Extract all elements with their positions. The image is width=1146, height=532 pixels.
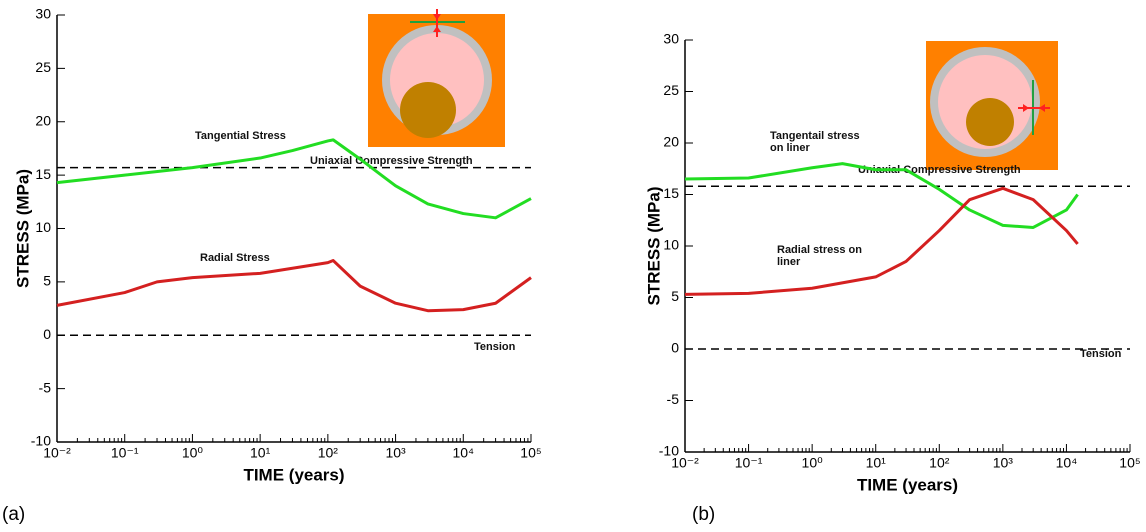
x-tick-label: 10¹ xyxy=(250,445,271,461)
y-tick-label: 20 xyxy=(663,134,679,150)
series-label-box: Radial Stress xyxy=(200,252,270,264)
x-axis-title: TIME (years) xyxy=(243,465,344,484)
y-tick-label: 25 xyxy=(663,82,679,98)
x-tick-label: 10⁻¹ xyxy=(111,445,139,461)
y-axis-title: STRESS (MPa) xyxy=(644,186,663,305)
x-tick-label: 10⁰ xyxy=(182,445,204,461)
x-tick-label: 10⁵ xyxy=(1119,455,1140,471)
series-label: Radial Stress xyxy=(200,252,270,264)
reference-label: Tension xyxy=(1080,348,1122,360)
inset-diagram xyxy=(926,41,1058,170)
y-axis-title: STRESS (MPa) xyxy=(13,169,32,288)
y-tick-label: 20 xyxy=(35,112,51,128)
y-tick-label: -5 xyxy=(39,379,52,395)
series-label-box: Tangentail stress on liner xyxy=(770,130,860,154)
x-tick-label: 10³ xyxy=(993,455,1014,471)
y-tick-label: 10 xyxy=(663,237,679,253)
x-tick-label: 10⁵ xyxy=(520,445,541,461)
x-tick-label: 10⁰ xyxy=(802,455,824,471)
series-label: Radial stress on liner xyxy=(777,244,862,268)
x-tick-label: 10⁻¹ xyxy=(735,455,763,471)
y-tick-label: 5 xyxy=(43,273,51,289)
reference-label: Uniaxial Compressive Strength xyxy=(310,155,473,167)
inset-diagram xyxy=(368,9,505,147)
y-tick-label: -5 xyxy=(667,391,680,407)
y-tick-label: 25 xyxy=(35,59,51,75)
y-tick-label: 30 xyxy=(35,6,51,22)
data-line xyxy=(56,138,532,220)
x-tick-label: 10⁴ xyxy=(452,445,474,461)
series-label: Tangential Stress xyxy=(195,130,286,142)
data-line xyxy=(684,162,1079,229)
y-tick-label: 10 xyxy=(35,219,51,235)
series-label-box: Tangential Stress xyxy=(195,130,286,142)
reference-label-box: Uniaxial Compressive Strength xyxy=(858,164,1021,176)
reference-label-box: Tension xyxy=(1080,348,1122,360)
y-tick-label: 15 xyxy=(663,185,679,201)
y-tick-label: 5 xyxy=(671,288,679,304)
x-tick-label: 10² xyxy=(929,455,950,471)
series-label: Tangentail stress on liner xyxy=(770,130,860,154)
data-line xyxy=(684,186,1079,296)
series-label-box: Radial stress on liner xyxy=(777,244,862,268)
x-tick-label: 10² xyxy=(318,445,339,461)
reference-label: Uniaxial Compressive Strength xyxy=(858,164,1021,176)
y-tick-label: 0 xyxy=(43,326,51,342)
x-tick-label: 10⁻² xyxy=(671,455,699,471)
panel-label: (a) xyxy=(2,504,25,525)
data-line xyxy=(56,259,532,313)
reference-label-box: Uniaxial Compressive Strength xyxy=(310,155,473,167)
x-tick-label: 10⁴ xyxy=(1056,455,1078,471)
y-tick-label: -10 xyxy=(31,433,51,449)
y-tick-label: 30 xyxy=(663,31,679,47)
y-tick-label: 15 xyxy=(35,166,51,182)
x-tick-label: 10¹ xyxy=(866,455,887,471)
reference-label-box: Tension xyxy=(474,341,516,353)
x-tick-label: 10³ xyxy=(385,445,406,461)
x-tick-label: 10⁻² xyxy=(43,445,71,461)
x-axis-title: TIME (years) xyxy=(857,475,958,494)
y-tick-label: 0 xyxy=(671,340,679,356)
y-tick-label: -10 xyxy=(659,443,679,459)
panel-label: (b) xyxy=(692,504,715,525)
reference-label: Tension xyxy=(474,341,516,353)
